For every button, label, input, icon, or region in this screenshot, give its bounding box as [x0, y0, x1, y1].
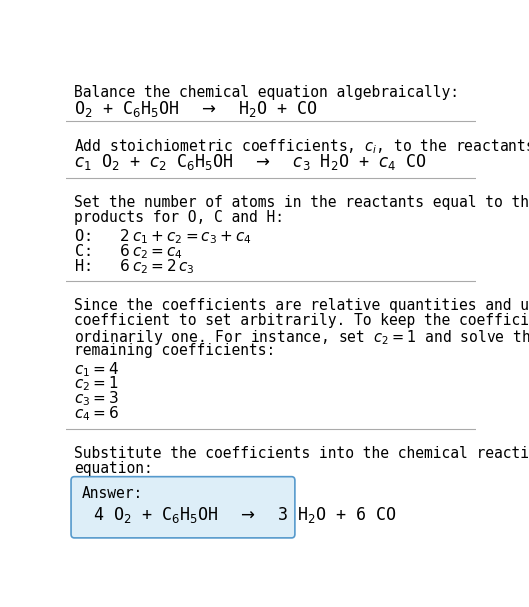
Text: Add stoichiometric coefficients, $c_i$, to the reactants and products:: Add stoichiometric coefficients, $c_i$, …: [74, 137, 529, 156]
Text: Set the number of atoms in the reactants equal to the number of atoms in the: Set the number of atoms in the reactants…: [74, 195, 529, 210]
Text: H:   $6\,c_2 = 2\,c_3$: H: $6\,c_2 = 2\,c_3$: [74, 257, 195, 276]
Text: Substitute the coefficients into the chemical reaction to obtain the balanced: Substitute the coefficients into the che…: [74, 446, 529, 461]
Text: remaining coefficients:: remaining coefficients:: [74, 343, 276, 358]
Text: 4 O$_2$ + C$_6$H$_5$OH  $\rightarrow$  3 H$_2$O + 6 CO: 4 O$_2$ + C$_6$H$_5$OH $\rightarrow$ 3 H…: [93, 505, 397, 525]
Text: products for O, C and H:: products for O, C and H:: [74, 210, 284, 225]
Text: $c_3 = 3$: $c_3 = 3$: [74, 390, 119, 409]
Text: $c_1$ O$_2$ + $c_2$ C$_6$H$_5$OH  $\rightarrow$  $c_3$ H$_2$O + $c_4$ CO: $c_1$ O$_2$ + $c_2$ C$_6$H$_5$OH $\right…: [74, 152, 426, 172]
Text: $c_2 = 1$: $c_2 = 1$: [74, 375, 119, 393]
Text: ordinarily one. For instance, set $c_2 = 1$ and solve the system of equations fo: ordinarily one. For instance, set $c_2 =…: [74, 328, 529, 347]
Text: Answer:: Answer:: [81, 486, 143, 501]
Text: Balance the chemical equation algebraically:: Balance the chemical equation algebraica…: [74, 84, 459, 100]
Text: C:   $6\,c_2 = c_4$: C: $6\,c_2 = c_4$: [74, 242, 183, 261]
Text: Since the coefficients are relative quantities and underdetermined, choose a: Since the coefficients are relative quan…: [74, 298, 529, 313]
Text: equation:: equation:: [74, 461, 153, 476]
Text: O:   $2\,c_1 + c_2 = c_3 + c_4$: O: $2\,c_1 + c_2 = c_3 + c_4$: [74, 227, 252, 246]
Text: O$_2$ + C$_6$H$_5$OH  $\rightarrow$  H$_2$O + CO: O$_2$ + C$_6$H$_5$OH $\rightarrow$ H$_2$…: [74, 100, 318, 120]
Text: $c_1 = 4$: $c_1 = 4$: [74, 360, 120, 379]
FancyBboxPatch shape: [71, 476, 295, 538]
Text: coefficient to set arbitrarily. To keep the coefficients small, the arbitrary va: coefficient to set arbitrarily. To keep …: [74, 313, 529, 328]
Text: $c_4 = 6$: $c_4 = 6$: [74, 405, 120, 424]
